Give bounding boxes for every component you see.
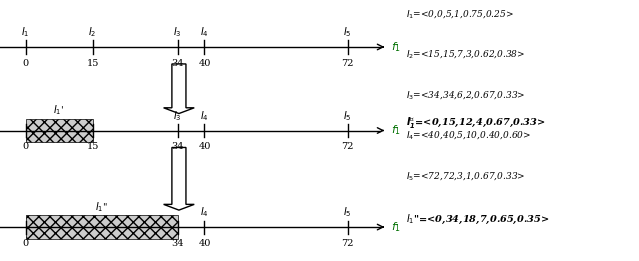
Text: $I_3$=<34,34,6,2,0.67,0.33>: $I_3$=<34,34,6,2,0.67,0.33> — [406, 89, 525, 101]
Text: $I_5$: $I_5$ — [343, 109, 352, 123]
Text: 15: 15 — [86, 59, 99, 68]
Text: $f_1$: $f_1$ — [391, 220, 401, 234]
Text: 34: 34 — [171, 59, 184, 68]
Text: $I_5$: $I_5$ — [343, 205, 352, 219]
Text: 72: 72 — [341, 239, 354, 248]
FancyArrow shape — [164, 64, 194, 114]
Text: $I_4$: $I_4$ — [200, 25, 209, 39]
Text: $f_1$: $f_1$ — [391, 124, 401, 137]
Text: 40: 40 — [198, 59, 211, 68]
Text: $I_4$: $I_4$ — [200, 205, 209, 219]
Text: 40: 40 — [198, 142, 211, 151]
Text: $I_1$": $I_1$" — [95, 200, 108, 214]
Text: 34: 34 — [171, 239, 184, 248]
Text: $I_2$=<15,15,7,3,0.62,0.38>: $I_2$=<15,15,7,3,0.62,0.38> — [406, 48, 525, 60]
FancyArrow shape — [164, 147, 194, 210]
Bar — [26, 215, 178, 239]
Text: $I_2$: $I_2$ — [88, 25, 97, 39]
Text: $I_3$: $I_3$ — [173, 25, 182, 39]
Text: $I_1$: $I_1$ — [21, 25, 30, 39]
Text: 40: 40 — [198, 239, 211, 248]
Text: $I_5$: $I_5$ — [343, 25, 352, 39]
Text: 0: 0 — [22, 142, 29, 151]
Bar — [26, 119, 93, 142]
Text: $I_1$': $I_1$' — [54, 104, 65, 117]
Text: $\bfit{I_1'}$=<0,15,12,4,0.67,0.33>: $\bfit{I_1'}$=<0,15,12,4,0.67,0.33> — [406, 115, 545, 130]
Text: 34: 34 — [171, 142, 184, 151]
Text: 15: 15 — [86, 142, 99, 151]
Text: $I_4$: $I_4$ — [200, 109, 209, 123]
Text: 72: 72 — [341, 142, 354, 151]
Text: $I_1$=<0,0,5,1,0.75,0.25>: $I_1$=<0,0,5,1,0.75,0.25> — [406, 8, 513, 20]
Text: $I_4$=<40,40,5,10,0.40,0.60>: $I_4$=<40,40,5,10,0.40,0.60> — [406, 129, 531, 141]
Text: $I_3$: $I_3$ — [173, 109, 182, 123]
Text: $I_1$"=<0,34,18,7,0.65,0.35>: $I_1$"=<0,34,18,7,0.65,0.35> — [406, 213, 549, 226]
Text: 0: 0 — [22, 59, 29, 68]
Text: 72: 72 — [341, 59, 354, 68]
Text: $I_5$=<72,72,3,1,0.67,0.33>: $I_5$=<72,72,3,1,0.67,0.33> — [406, 170, 525, 182]
Text: 0: 0 — [22, 239, 29, 248]
Text: $f_1$: $f_1$ — [391, 40, 401, 54]
